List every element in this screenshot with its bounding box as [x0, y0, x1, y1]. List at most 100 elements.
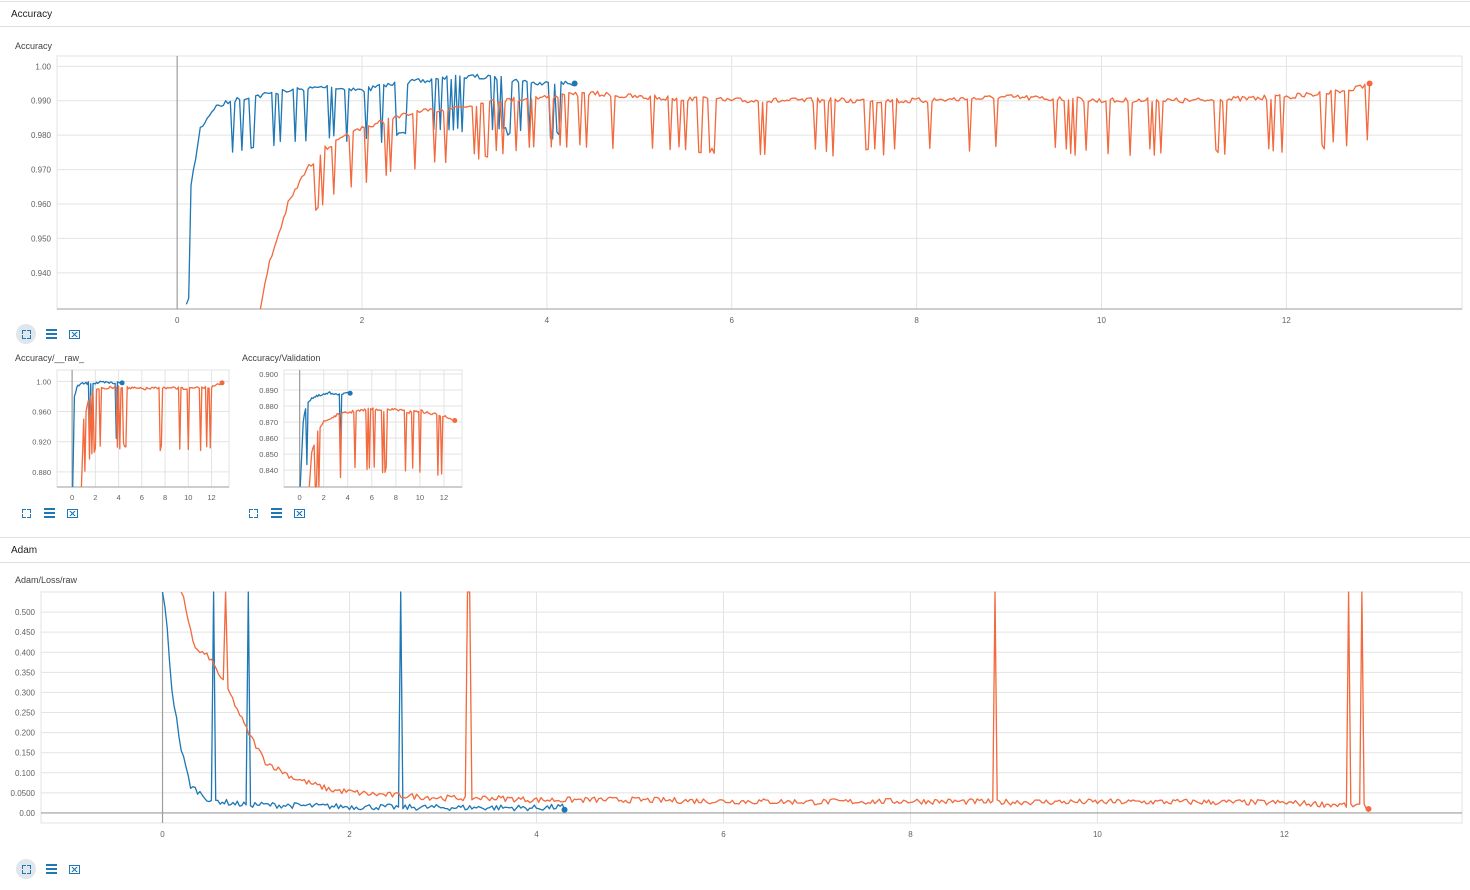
- chart-card-accuracy-validation: Accuracy/Validation 0.840 0.850 0.860 0.870…: [235, 348, 470, 528]
- fit-domain-button[interactable]: [66, 326, 82, 342]
- y-tick-label: 0.960: [31, 200, 52, 209]
- x-tick-label: 12: [207, 493, 215, 502]
- x-tick-label: 4: [534, 830, 539, 839]
- y-tick-label: 0.970: [31, 166, 52, 175]
- series-line[interactable]: [80, 382, 223, 488]
- y-tick-label: 0.900: [259, 370, 278, 379]
- x-tick-label: 10: [1097, 316, 1106, 325]
- y-tick-label: 0.0500: [11, 789, 36, 798]
- accuracy-chart[interactable]: 0.940 0.950 0.960 0.970 0.980 0.990 1.00 0 2 4 6 8 1…: [0, 36, 1470, 336]
- series-line[interactable]: [299, 391, 351, 487]
- chart-card-accuracy: Accuracy 0.940 0.950 0.960 0.970 0.980 0.990 1…: [0, 36, 1470, 346]
- accuracy-raw-chart[interactable]: 0.880 0.920 0.960 1.00 0 2 4 6 8 10 12: [0, 348, 235, 508]
- x-tick-label: 8: [908, 830, 913, 839]
- section-header-adam[interactable]: Adam: [0, 537, 1470, 563]
- series-end-point[interactable]: [119, 380, 125, 386]
- x-tick-label: 12: [1282, 316, 1291, 325]
- x-tick-label: 4: [346, 493, 350, 502]
- series-line[interactable]: [308, 407, 455, 488]
- series-end-point[interactable]: [1365, 805, 1372, 812]
- series-line[interactable]: [259, 83, 1371, 310]
- series-line[interactable]: [72, 380, 123, 488]
- adam-loss-chart[interactable]: 0.00 0.0500 0.100 0.150 0.200 0.250 0.300 0.350…: [0, 572, 1470, 862]
- series-line[interactable]: [161, 591, 566, 812]
- y-tick-label: 0.940: [31, 269, 52, 278]
- y-tick-label: 0.950: [31, 234, 52, 243]
- accuracy-validation-chart[interactable]: 0.840 0.850 0.860 0.870 0.880 0.890 0.900 0 2 4 6 8…: [235, 348, 470, 508]
- x-tick-label: 0: [175, 316, 180, 325]
- expand-button[interactable]: [245, 505, 261, 521]
- expand-icon: [248, 508, 258, 518]
- y-tick-label: 0.840: [259, 466, 278, 475]
- chart-title: Adam/Loss/raw: [15, 575, 78, 585]
- x-tick-label: 12: [1280, 830, 1289, 839]
- chart-toolbar: [18, 505, 80, 521]
- y-tick-label: 0.00: [19, 809, 35, 818]
- x-tick-label: 10: [184, 493, 192, 502]
- toggle-lines-icon: [270, 508, 282, 518]
- series-raw-line: [162, 591, 565, 812]
- expand-button[interactable]: [16, 859, 36, 879]
- y-tick-label: 0.880: [259, 402, 278, 411]
- x-tick-label: 0: [70, 493, 74, 502]
- y-tick-label: 0.100: [15, 769, 36, 778]
- y-tick-label: 0.980: [31, 131, 52, 140]
- x-tick-label: 6: [730, 316, 735, 325]
- expand-button[interactable]: [16, 324, 36, 344]
- y-tick-label: 0.200: [15, 729, 36, 738]
- y-tick-label: 0.860: [259, 434, 278, 443]
- series-end-point[interactable]: [571, 80, 578, 87]
- y-tick-label: 0.250: [15, 709, 36, 718]
- x-tick-label: 6: [721, 830, 726, 839]
- chart-toolbar: [16, 859, 82, 879]
- x-tick-label: 0: [298, 493, 302, 502]
- x-tick-label: 2: [360, 316, 365, 325]
- y-tick-label: 0.880: [32, 468, 51, 477]
- section-title: Accuracy: [11, 9, 53, 20]
- section-header-accuracy[interactable]: Accuracy: [0, 1, 1470, 27]
- y-tick-label: 0.920: [32, 438, 51, 447]
- chart-toolbar: [16, 324, 82, 344]
- fit-domain-button[interactable]: [291, 505, 307, 521]
- series-line[interactable]: [185, 73, 575, 305]
- toggle-lines-button[interactable]: [41, 505, 57, 521]
- fit-domain-icon: [68, 329, 80, 339]
- x-tick-label: 2: [347, 830, 352, 839]
- y-tick-label: 1.00: [35, 62, 51, 71]
- series-end-point[interactable]: [347, 390, 353, 396]
- toggle-lines-icon: [45, 864, 57, 874]
- y-tick-label: 0.890: [259, 386, 278, 395]
- fit-domain-icon: [293, 508, 305, 518]
- y-tick-label: 0.150: [15, 749, 36, 758]
- expand-icon: [21, 508, 31, 518]
- series-raw-line: [180, 591, 1369, 810]
- y-tick-label: 0.300: [15, 688, 36, 697]
- fit-domain-button[interactable]: [64, 505, 80, 521]
- series-end-point[interactable]: [219, 380, 225, 386]
- chart-toolbar: [245, 505, 307, 521]
- chart-title: Accuracy/__raw_: [15, 353, 85, 363]
- toggle-lines-button[interactable]: [43, 861, 59, 877]
- series-line[interactable]: [180, 591, 1369, 810]
- x-tick-label: 0: [160, 830, 165, 839]
- fit-domain-icon: [66, 508, 78, 518]
- expand-icon: [21, 329, 31, 339]
- toggle-lines-button[interactable]: [268, 505, 284, 521]
- toggle-lines-icon: [43, 508, 55, 518]
- series-raw-line: [72, 380, 123, 488]
- series-end-point[interactable]: [452, 417, 458, 423]
- x-tick-label: 10: [416, 493, 424, 502]
- x-tick-label: 2: [322, 493, 326, 502]
- x-tick-label: 6: [370, 493, 374, 502]
- series-end-point[interactable]: [1366, 80, 1373, 87]
- y-tick-label: 0.500: [15, 608, 36, 617]
- series-end-point[interactable]: [561, 806, 568, 813]
- x-tick-label: 8: [163, 493, 167, 502]
- expand-button[interactable]: [18, 505, 34, 521]
- y-tick-label: 0.850: [259, 450, 278, 459]
- plot-area: [40, 591, 1463, 824]
- fit-domain-button[interactable]: [66, 861, 82, 877]
- chart-title: Accuracy: [15, 41, 53, 51]
- x-tick-label: 4: [545, 316, 550, 325]
- toggle-lines-button[interactable]: [43, 326, 59, 342]
